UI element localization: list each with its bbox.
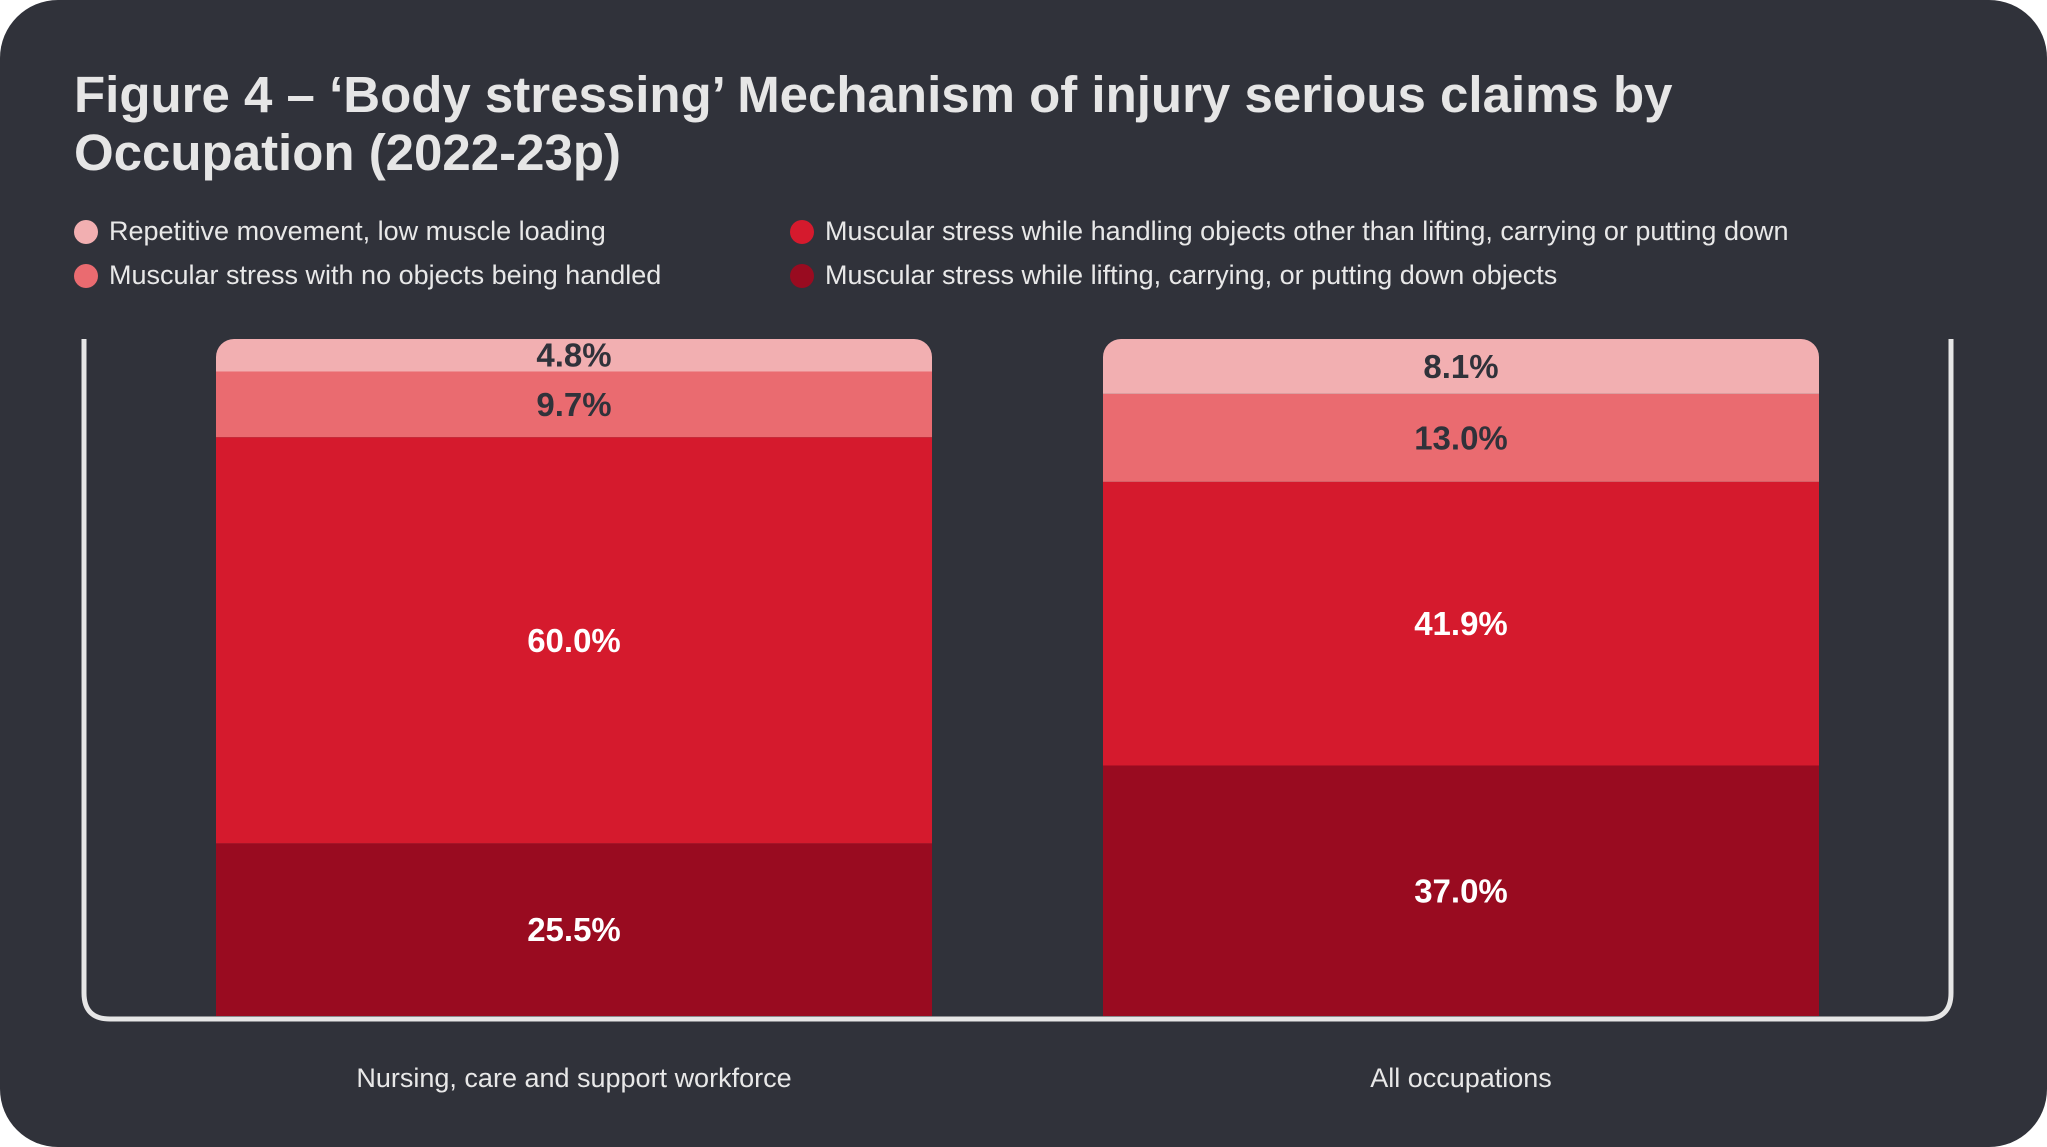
category-label: Nursing, care and support workforce bbox=[356, 1063, 791, 1093]
legend-item-handling-other: Muscular stress while handling objects o… bbox=[790, 216, 1789, 247]
bar-segment bbox=[1103, 339, 1819, 394]
legend-item-repetitive-movement: Repetitive movement, low muscle loading bbox=[74, 216, 606, 247]
legend-swatch-repetitive-movement bbox=[74, 219, 98, 244]
data-label: 37.0% bbox=[1414, 872, 1508, 909]
bar-segment bbox=[216, 437, 932, 844]
data-label: 9.7% bbox=[536, 386, 611, 423]
legend-item-lifting-carrying: Muscular stress while lifting, carrying,… bbox=[790, 260, 1557, 291]
data-label: 4.8% bbox=[536, 337, 611, 374]
bar-segment bbox=[216, 843, 932, 1016]
category-label: All occupations bbox=[1370, 1063, 1552, 1093]
legend-swatch-handling-other bbox=[790, 219, 814, 244]
legend-swatch-lifting-carrying bbox=[790, 263, 814, 288]
data-label: 60.0% bbox=[527, 622, 621, 659]
legend-swatch-no-objects bbox=[74, 263, 98, 288]
data-label: 41.9% bbox=[1414, 605, 1508, 642]
bar-stack bbox=[216, 339, 932, 1016]
bar-segment bbox=[1103, 481, 1819, 766]
bar-segment bbox=[216, 371, 932, 438]
data-label: 8.1% bbox=[1423, 348, 1498, 385]
axis-frame bbox=[81, 339, 1954, 1022]
legend-label-lifting-carrying: Muscular stress while lifting, carrying,… bbox=[825, 260, 1558, 290]
chart-title: Figure 4 – ‘Body stressing’ Mechanism of… bbox=[74, 66, 1673, 181]
bar-segment bbox=[1103, 393, 1819, 482]
bar-segment bbox=[216, 339, 932, 372]
legend-label-repetitive-movement: Repetitive movement, low muscle loading bbox=[109, 216, 606, 246]
data-label: 13.0% bbox=[1414, 419, 1508, 456]
bar-stack bbox=[1103, 339, 1819, 1016]
legend-label-handling-other: Muscular stress while handling objects o… bbox=[825, 216, 1789, 246]
legend-item-no-objects: Muscular stress with no objects being ha… bbox=[74, 260, 661, 291]
legend-label-no-objects: Muscular stress with no objects being ha… bbox=[109, 260, 662, 290]
data-label: 25.5% bbox=[527, 911, 621, 948]
legend: Repetitive movement, low muscle loading … bbox=[74, 216, 1974, 316]
bar-segment bbox=[1103, 765, 1819, 1016]
